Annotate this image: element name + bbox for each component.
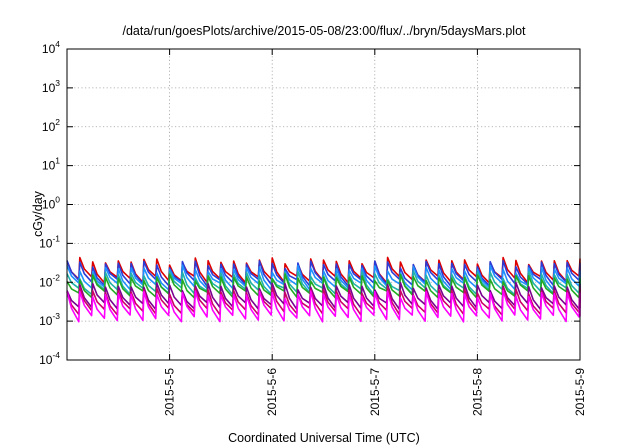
x-tick-label: 2015-5-7 [368,368,382,416]
plot-frame [66,48,581,361]
y-tick-label: 10-4 [39,350,60,367]
y-tick-label: 101 [42,156,60,173]
x-axis-label: Coordinated Universal Time (UTC) [228,431,420,445]
x-tick-label: 2015-5-6 [265,368,279,416]
series-group [66,256,581,323]
y-tick-label: 10-2 [39,272,60,289]
y-tick-label: 10-3 [39,311,60,328]
x-tick-label: 2015-5-9 [573,368,587,416]
series-line [66,289,581,323]
ticks: 104 103 102 101 100 10-1 10-2 10-3 10-4 2015-5-5 2… [39,39,587,416]
x-tick-label: 2015-5-8 [470,368,484,416]
x-tick-label: 2015-5-5 [163,368,177,416]
y-tick-label: 10-1 [39,233,60,250]
chart-title: /data/run/goesPlots/archive/2015-05-08/2… [122,24,526,38]
y-tick-label: 100 [42,195,60,212]
y-tick-label: 104 [42,39,60,56]
y-tick-label: 103 [42,78,60,95]
y-axis-label: cGy/day [31,190,45,237]
y-tick-label: 102 [42,117,60,134]
